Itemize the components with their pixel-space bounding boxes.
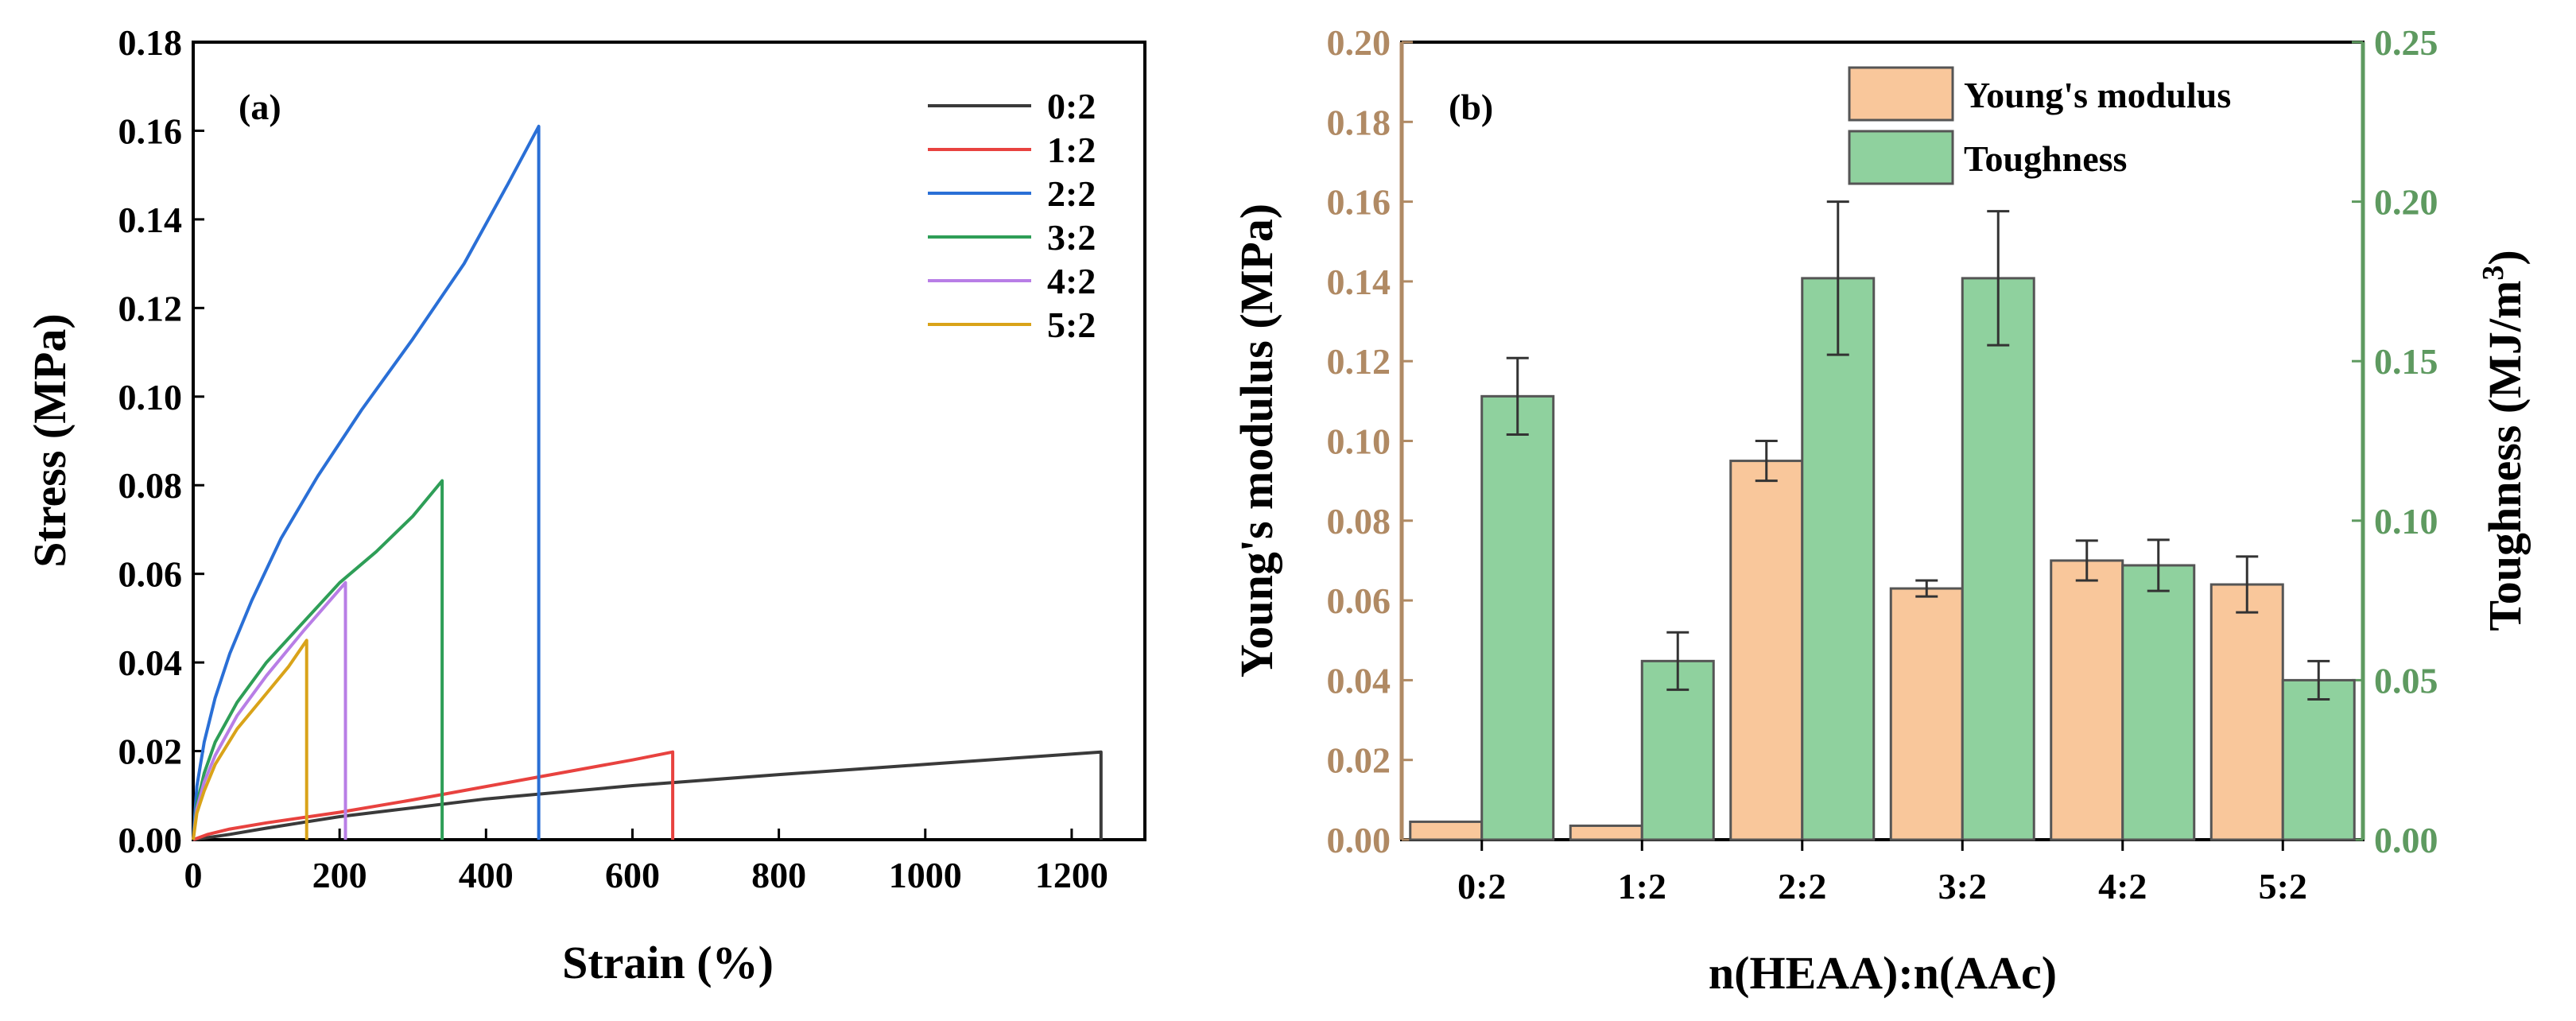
bar-youngs-modulus-5-2 [2209,583,2284,841]
bar-youngs-modulus-3-2 [1889,587,1964,841]
bar-toughness-5-2 [2281,678,2356,841]
bar-toughness-3-2 [1961,277,2035,841]
series-line-3-2 [192,479,444,840]
bar-toughness-0-2 [1480,394,1555,841]
panel-b-left-tick-label: 0.20 [1327,22,1391,63]
bar-youngs-modulus-0-2 [1409,820,1484,841]
panel-b-x-tick-label: 5:2 [2259,866,2307,906]
panel-b-left-tick-label: 0.14 [1327,262,1391,302]
legend-label-1-2: 1:2 [1047,130,1096,170]
panel-b-left-tick-label: 0.06 [1327,580,1391,621]
panel-a-y-tick-label: 0.00 [118,820,183,860]
panel-a-x-tick-label: 1200 [1035,855,1108,895]
panel-b-label: (b) [1449,87,1493,127]
panel-b-x-tick-label: 2:2 [1778,866,1826,906]
panel-b-right-tick-label: 0.10 [2374,501,2438,542]
panel-b-x-tick-label: 0:2 [1457,866,1506,906]
panel-a-x-axis-title: Strain (%) [562,937,774,988]
legend-label-youngs-modulus: Young's modulus [1964,75,2231,115]
panel-b-bars [1409,200,2356,841]
panel-b-left-y-axis-title: Young's modulus (MPa) [1231,204,1282,677]
legend-label-4-2: 4:2 [1047,261,1096,301]
bar-youngs-modulus-1-2 [1569,824,1643,841]
panel-a-y-tick-label: 0.04 [118,642,183,683]
panel-a-series-lines [192,124,1103,841]
panel-a-label: (a) [239,87,281,127]
panel-b-left-tick-label: 0.08 [1327,501,1391,542]
panel-b-bar-chart: 0.00 0.02 0.04 0.06 0.08 0.10 0.12 0.14 0.16 0.18… [1231,22,2531,999]
bar-youngs-modulus-2-2 [1729,460,1804,841]
panel-b-right-y-ticks: 0.00 0.05 0.10 0.15 0.20 0.25 [2352,22,2438,860]
panel-a-x-ticks: 0 200 400 600 800 1000 1200 [184,829,1108,895]
series-line-1-2 [192,750,675,841]
panel-a-y-tick-label: 0.18 [118,22,183,63]
panel-b-x-axis-title: n(HEAA):n(AAc) [1709,947,2057,999]
panel-b-x-tick-label: 3:2 [1938,866,1987,906]
panel-b-left-tick-label: 0.02 [1327,740,1391,781]
panel-a-x-tick-label: 400 [459,855,514,895]
panel-a-x-tick-label: 800 [751,855,806,895]
panel-b-left-tick-label: 0.18 [1327,102,1391,142]
panel-a-plot-frame [192,41,1146,841]
bar-toughness-4-2 [2121,564,2196,841]
legend-label-5-2: 5:2 [1047,305,1096,345]
legend-label-2-2: 2:2 [1047,173,1096,214]
panel-b-x-tick-label: 1:2 [1618,866,1666,906]
panel-b-left-tick-label: 0.12 [1327,341,1391,382]
bar-toughness-2-2 [1801,277,1876,841]
series-line-4-2 [192,580,347,840]
series-line-5-2 [192,639,308,840]
legend-label-toughness: Toughness [1964,138,2127,179]
panel-b-right-tick-label: 0.00 [2374,820,2438,860]
legend-swatch-toughness [1848,130,1954,185]
panel-b-x-ticks: 0:2 1:2 2:2 3:2 4:2 5:2 [1457,840,2307,906]
panel-b-right-tick-label: 0.05 [2374,660,2438,701]
panel-a-y-tick-label: 0.06 [118,554,183,595]
panel-a-x-tick-label: 1000 [889,855,962,895]
panel-a-y-ticks: 0.00 0.02 0.04 0.06 0.08 0.10 0.12 0.14 0.16 0.18 [118,22,204,860]
legend-label-3-2: 3:2 [1047,217,1096,258]
legend-label-0-2: 0:2 [1047,86,1096,126]
panel-a-legend: 0:21:22:23:24:25:2 [928,86,1096,345]
panel-b-left-y-ticks: 0.00 0.02 0.04 0.06 0.08 0.10 0.12 0.14 0.16 0.18… [1327,22,1413,860]
series-line-0-2 [192,750,1103,841]
panel-b-right-tick-label: 0.25 [2374,22,2438,63]
panel-a-y-tick-label: 0.02 [118,732,183,772]
panel-a-stress-strain: 0.00 0.02 0.04 0.06 0.08 0.10 0.12 0.14 0.16 0.18… [24,22,1146,988]
panel-a-y-tick-label: 0.14 [118,200,183,240]
series-line-2-2 [192,124,541,840]
panel-b-left-tick-label: 0.16 [1327,182,1391,223]
panel-a-y-axis-title: Stress (MPa) [24,313,76,567]
panel-b-right-tick-label: 0.20 [2374,182,2438,223]
panel-b-x-tick-label: 4:2 [2098,866,2147,906]
panel-a-y-tick-label: 0.10 [118,377,183,417]
legend-swatch-youngs-modulus [1848,66,1954,122]
bar-youngs-modulus-4-2 [2050,559,2124,841]
panel-b-legend: Young's modulus Toughness [1848,66,2231,185]
panel-b-left-tick-label: 0.10 [1327,421,1391,462]
panel-a-y-tick-label: 0.08 [118,465,183,506]
panel-a-y-tick-label: 0.12 [118,288,183,328]
panel-b-left-tick-label: 0.04 [1327,660,1391,701]
panel-a-x-tick-label: 0 [184,855,203,895]
panel-a-y-tick-label: 0.16 [118,111,183,151]
panel-a-x-tick-label: 200 [312,855,367,895]
panel-b-right-tick-label: 0.15 [2374,341,2438,382]
panel-b-left-tick-label: 0.00 [1327,820,1391,860]
panel-a-x-tick-label: 600 [605,855,660,895]
panel-b-right-y-axis-title: Toughness (MJ/m3) [2477,250,2531,631]
